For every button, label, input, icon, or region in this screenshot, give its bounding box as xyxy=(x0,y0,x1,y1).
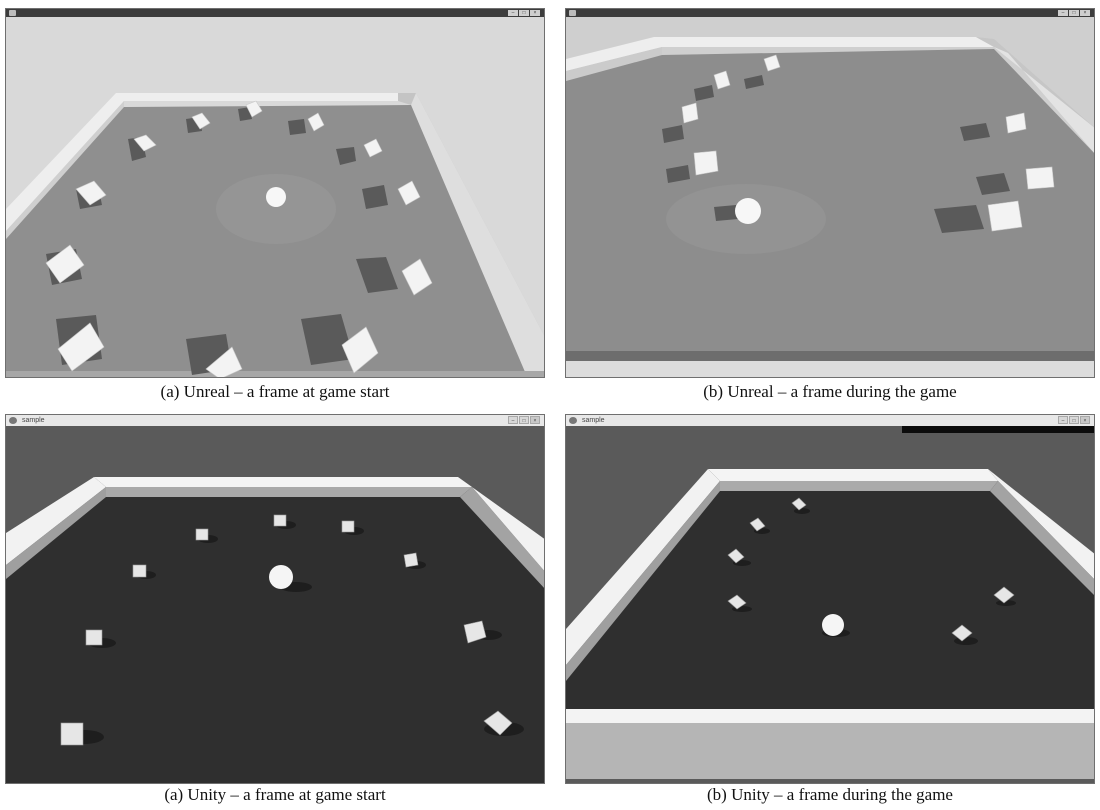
screenshot-unreal-start: – □ × xyxy=(5,8,545,378)
screenshot-unity-during: sample – □ × xyxy=(565,414,1095,784)
figure-unreal-during: – □ × (b) Unreal – a frame during the ga… xyxy=(565,8,1095,408)
scene-unity-start xyxy=(6,415,544,783)
scene-unreal-start-objects xyxy=(45,100,433,377)
cubes xyxy=(681,54,1055,232)
maximize-icon[interactable]: □ xyxy=(519,10,529,16)
caption: (b) Unreal – a frame during the game xyxy=(703,382,957,401)
ball xyxy=(269,565,293,589)
figure-unity-start: sample – □ × (a) Unity – a frame at game… xyxy=(5,414,545,810)
cubes xyxy=(727,497,1015,642)
screenshot-unreal-during: – □ × xyxy=(565,8,1095,378)
maximize-icon[interactable]: □ xyxy=(1069,10,1079,16)
scene-unity-during-objects xyxy=(727,497,1016,645)
close-icon[interactable]: × xyxy=(1080,10,1090,16)
minimize-icon[interactable]: – xyxy=(508,416,518,424)
minimize-icon[interactable]: – xyxy=(1058,10,1068,16)
ball xyxy=(822,614,844,636)
cube-shadows xyxy=(662,75,1010,233)
scene-unity-start-objects xyxy=(60,514,524,746)
cube-shadows xyxy=(732,508,1016,645)
close-icon[interactable]: × xyxy=(530,10,540,16)
cube-shadows xyxy=(46,107,398,375)
caption: (b) Unity – a frame during the game xyxy=(707,785,953,804)
window-titlebar: – □ × xyxy=(566,9,1094,17)
window-title: sample xyxy=(22,417,45,424)
window-title: sample xyxy=(582,417,605,424)
app-icon xyxy=(569,10,576,16)
cubes xyxy=(60,514,513,746)
maximize-icon[interactable]: □ xyxy=(1069,416,1079,424)
close-icon[interactable]: × xyxy=(530,416,540,424)
window-titlebar: – □ × xyxy=(6,9,544,17)
minimize-icon[interactable]: – xyxy=(508,10,518,16)
figure-unity-during: sample – □ × (b) Unity – a frame during … xyxy=(565,414,1095,810)
minimize-icon[interactable]: – xyxy=(1058,416,1068,424)
cubes xyxy=(45,100,433,377)
ball xyxy=(266,187,286,207)
window-controls[interactable]: – □ × xyxy=(1058,10,1090,16)
window-titlebar: sample – □ × xyxy=(6,415,544,426)
cube-shadows xyxy=(64,521,524,744)
window-titlebar: sample – □ × xyxy=(566,415,1094,426)
scene-unreal-during-objects xyxy=(662,54,1055,233)
app-icon xyxy=(9,417,17,424)
app-icon xyxy=(9,10,16,16)
caption: (a) Unreal – a frame at game start xyxy=(160,382,390,401)
window-controls[interactable]: – □ × xyxy=(508,10,540,16)
scene-unreal-during xyxy=(566,9,1094,377)
screenshot-unity-start: sample – □ × xyxy=(5,414,545,784)
caption: (a) Unity – a frame at game start xyxy=(164,785,386,804)
maximize-icon[interactable]: □ xyxy=(519,416,529,424)
figure-unreal-start: – □ × (a) Unreal – a frame at game start xyxy=(5,8,545,408)
window-controls[interactable]: – □ × xyxy=(508,416,540,424)
ball xyxy=(735,198,761,224)
window-controls[interactable]: – □ × xyxy=(1058,416,1090,424)
app-icon xyxy=(569,417,577,424)
close-icon[interactable]: × xyxy=(1080,416,1090,424)
